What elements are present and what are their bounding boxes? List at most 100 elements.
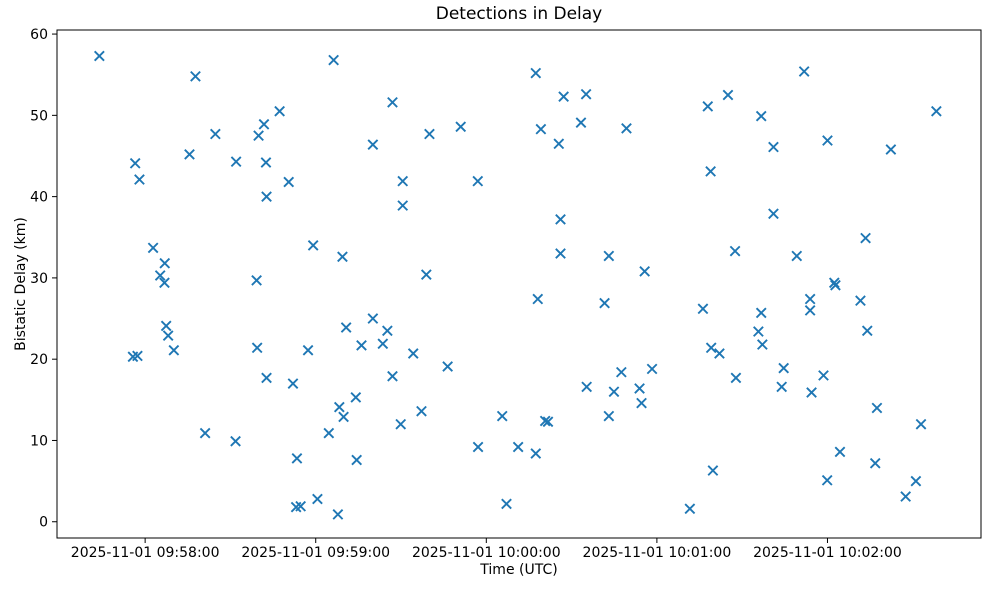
data-point-marker xyxy=(190,70,201,82)
x-tick-label: 2025-11-01 09:59:00 xyxy=(241,545,390,561)
data-point-marker xyxy=(730,372,742,384)
data-point-marker xyxy=(705,342,717,354)
data-point-marker xyxy=(160,320,172,332)
data-point-marker xyxy=(323,427,335,439)
data-point-marker xyxy=(253,130,264,142)
data-point-marker xyxy=(377,338,389,350)
data-point-marker xyxy=(860,232,871,244)
data-point-marker xyxy=(291,452,303,464)
data-point-marker xyxy=(501,498,512,510)
y-tick-label: 20 xyxy=(30,352,48,368)
data-point-marker xyxy=(381,325,393,337)
data-point-marker xyxy=(356,339,367,351)
data-point-marker xyxy=(134,174,145,185)
data-point-marker xyxy=(636,397,647,409)
chart-title: Detections in Delay xyxy=(435,4,603,24)
data-point-marker xyxy=(553,138,565,150)
data-point-marker xyxy=(147,242,159,254)
data-point-marker xyxy=(729,245,741,257)
data-point-marker xyxy=(804,293,816,305)
data-point-marker xyxy=(910,475,922,487)
data-point-marker xyxy=(855,295,866,307)
data-point-marker xyxy=(159,277,170,289)
data-point-marker xyxy=(900,491,912,502)
data-point-marker xyxy=(804,305,816,316)
data-point-marker xyxy=(776,381,788,393)
data-point-marker xyxy=(778,362,790,374)
data-point-marker xyxy=(707,465,719,476)
x-tick-label: 2025-11-01 09:58:00 xyxy=(71,545,220,561)
x-tick-label: 2025-11-01 10:02:00 xyxy=(753,545,902,561)
x-axis-label: Time (UTC) xyxy=(480,562,558,578)
data-point-marker xyxy=(714,348,725,359)
data-point-marker xyxy=(397,175,409,187)
data-point-marker xyxy=(702,101,714,112)
data-point-marker xyxy=(634,383,645,394)
data-point-marker xyxy=(555,248,566,259)
data-point-marker xyxy=(861,325,873,337)
data-point-marker xyxy=(351,454,363,466)
data-point-marker xyxy=(307,240,319,251)
data-point-marker xyxy=(332,509,344,520)
data-point-marker xyxy=(328,54,340,66)
y-tick-label: 60 xyxy=(30,27,48,43)
data-point-marker xyxy=(283,176,295,188)
data-point-marker xyxy=(496,410,508,422)
data-point-marker xyxy=(684,503,696,515)
data-point-marker xyxy=(512,441,524,453)
data-point-marker xyxy=(615,366,627,378)
data-point-marker xyxy=(184,148,195,160)
data-point-marker xyxy=(755,307,767,319)
data-point-marker xyxy=(350,392,362,403)
data-point-marker xyxy=(580,88,592,100)
data-point-marker xyxy=(532,293,544,305)
data-point-marker xyxy=(420,269,432,281)
y-tick-label: 0 xyxy=(39,515,48,531)
data-point-marker xyxy=(295,500,307,512)
data-point-marker xyxy=(798,66,810,77)
data-point-marker xyxy=(442,361,454,372)
data-point-marker xyxy=(542,416,554,428)
data-point-marker xyxy=(539,415,551,427)
data-point-marker xyxy=(753,326,764,337)
data-point-marker xyxy=(416,405,427,417)
data-point-marker xyxy=(340,322,352,333)
data-point-marker xyxy=(258,118,270,130)
data-point-marker xyxy=(333,401,345,413)
x-tick-label: 2025-11-01 10:01:00 xyxy=(583,545,732,561)
data-point-marker xyxy=(530,67,542,79)
data-point-marker xyxy=(472,175,484,187)
data-point-marker xyxy=(209,128,221,140)
data-point-marker xyxy=(646,363,658,375)
data-point-marker xyxy=(261,372,272,384)
data-point-marker xyxy=(407,348,419,359)
data-point-marker xyxy=(768,208,779,220)
data-point-marker xyxy=(822,135,833,146)
data-point-marker xyxy=(755,110,767,122)
data-point-marker xyxy=(338,411,349,423)
data-point-marker xyxy=(132,350,143,362)
data-point-marker xyxy=(915,418,927,430)
data-point-marker xyxy=(575,117,587,129)
x-tick-label: 2025-11-01 10:00:00 xyxy=(412,545,561,561)
data-point-marker xyxy=(93,50,105,62)
y-axis-label: Bistatic Delay (km) xyxy=(13,217,29,351)
data-point-marker xyxy=(791,250,803,262)
data-point-marker xyxy=(312,493,323,505)
data-point-marker xyxy=(260,157,272,168)
data-point-marker xyxy=(230,435,241,447)
data-point-marker xyxy=(705,166,716,177)
data-point-marker xyxy=(535,123,547,135)
data-point-marker xyxy=(337,251,348,263)
data-point-marker xyxy=(154,270,166,281)
data-point-marker xyxy=(367,139,379,150)
data-point-marker xyxy=(871,402,883,414)
y-tick-label: 30 xyxy=(30,271,48,287)
y-tick-label: 10 xyxy=(30,433,48,449)
data-point-marker xyxy=(251,342,263,354)
data-point-marker xyxy=(697,303,709,315)
data-point-marker xyxy=(834,446,846,458)
data-point-marker xyxy=(869,457,881,469)
